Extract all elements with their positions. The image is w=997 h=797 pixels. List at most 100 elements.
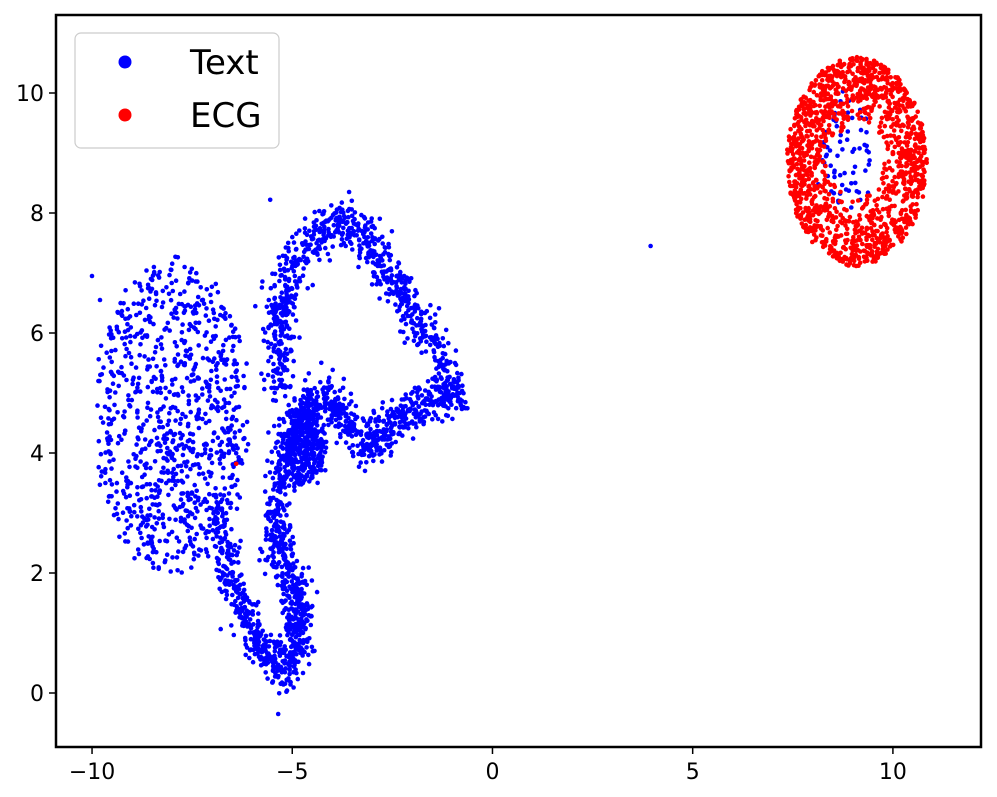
data-point-text: [233, 598, 238, 604]
data-point-ecg: [876, 187, 882, 192]
data-point-text: [159, 304, 165, 310]
data-point-ecg: [834, 227, 839, 233]
data-point-text: [323, 406, 329, 411]
data-point-text: [341, 406, 346, 412]
data-point-text: [302, 435, 308, 441]
data-point-text: [298, 650, 304, 656]
data-point-text: [333, 218, 339, 223]
data-point-text: [127, 493, 133, 499]
data-point-text: [235, 560, 241, 565]
data-point-text: [254, 628, 260, 633]
data-point-text: [144, 418, 149, 423]
data-point-text: [189, 266, 195, 272]
data-point-text: [432, 340, 437, 346]
data-point-text: [240, 623, 245, 628]
data-point-text: [231, 407, 237, 413]
data-point-text: [171, 315, 176, 320]
data-point-text: [241, 587, 247, 593]
data-point-text: [832, 174, 837, 180]
data-point-text: [284, 503, 290, 508]
data-point-ecg: [851, 262, 857, 268]
data-point-text: [342, 215, 348, 220]
data-point-text: [310, 282, 316, 288]
data-point-ecg: [808, 113, 813, 118]
data-point-text: [279, 667, 284, 673]
data-point-ecg: [809, 228, 814, 234]
data-point-text: [265, 372, 271, 378]
data-point-text: [290, 234, 295, 240]
data-point-text: [864, 148, 870, 153]
data-point-text: [278, 328, 284, 334]
data-point-text: [182, 520, 188, 525]
data-point-text: [291, 437, 296, 443]
data-point-text: [195, 294, 201, 300]
data-point-text: [268, 354, 274, 360]
data-point-text: [291, 240, 297, 245]
data-point-text: [279, 362, 285, 367]
data-point-ecg: [851, 234, 856, 240]
data-point-ecg: [836, 234, 841, 239]
data-point-text: [171, 432, 177, 438]
data-point-text: [349, 207, 355, 212]
data-point-text: [213, 495, 219, 500]
data-point-text: [302, 378, 308, 383]
data-point-text: [158, 342, 164, 347]
data-point-text: [151, 321, 156, 327]
data-point-text: [185, 513, 191, 519]
data-point-text: [208, 299, 214, 305]
data-point-ecg: [919, 159, 924, 164]
data-point-text: [166, 492, 171, 498]
data-point-ecg: [915, 109, 920, 115]
data-point-text: [144, 495, 149, 501]
data-point-ecg: [912, 143, 918, 149]
data-point-text: [294, 480, 299, 485]
data-point-text: [174, 555, 180, 560]
data-point-text: [220, 426, 225, 431]
data-point-text: [227, 386, 233, 392]
data-point-text: [318, 379, 323, 385]
data-point-text: [107, 459, 112, 464]
data-point-text: [227, 557, 233, 563]
data-point-text: [432, 312, 438, 317]
data-point-text: [124, 475, 129, 480]
data-point-text: [269, 385, 274, 391]
data-point-text: [304, 645, 309, 650]
data-point-text: [306, 613, 312, 618]
data-point-text: [283, 261, 289, 266]
data-point-text: [205, 398, 211, 403]
data-point-text: [317, 208, 322, 214]
data-point-ecg: [841, 124, 846, 130]
data-point-text: [366, 252, 371, 257]
data-point-ecg: [918, 121, 924, 126]
data-point-ecg: [857, 109, 863, 115]
data-point-text: [209, 284, 215, 290]
data-point-text: [192, 482, 197, 488]
data-point-text: [171, 503, 177, 508]
data-point-text: [314, 434, 319, 439]
data-point-text: [185, 438, 191, 444]
data-point-text: [307, 452, 312, 458]
data-point-text: [244, 596, 249, 602]
data-point-ecg: [873, 91, 878, 97]
data-point-text: [294, 616, 300, 621]
data-point-text: [240, 423, 246, 428]
data-point-text: [394, 283, 399, 289]
data-point-text: [173, 254, 178, 260]
x-tick-label: −5: [276, 760, 308, 785]
data-point-ecg: [814, 93, 820, 98]
data-point-text: [103, 466, 108, 472]
data-point-text: [463, 399, 468, 405]
data-point-text: [143, 305, 149, 311]
data-point-ecg: [813, 177, 819, 183]
data-point-text: [294, 231, 299, 236]
data-point-ecg: [793, 172, 799, 178]
data-point-text: [291, 425, 297, 431]
data-point-text: [286, 570, 291, 575]
data-point-text: [274, 386, 280, 391]
data-point-text: [135, 547, 141, 552]
data-point-text: [333, 423, 338, 429]
data-point-text: [313, 227, 319, 232]
data-point-text: [119, 336, 125, 341]
data-point-ecg: [878, 224, 884, 230]
data-point-text: [261, 338, 267, 344]
